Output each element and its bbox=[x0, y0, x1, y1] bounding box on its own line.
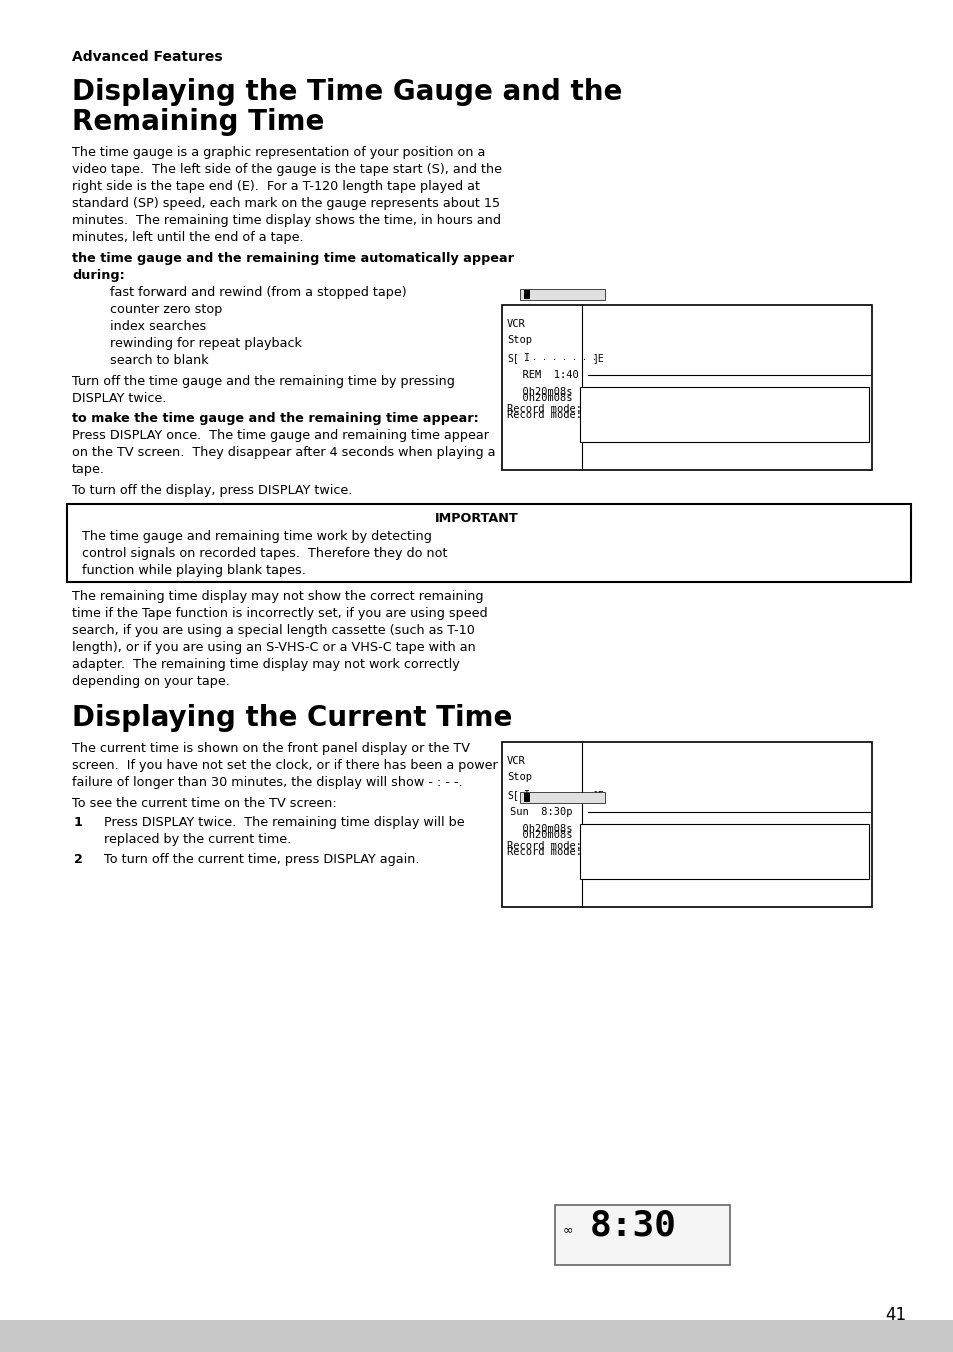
Text: Displaying the Current Time: Displaying the Current Time bbox=[71, 704, 512, 731]
Text: . . . . . . .: . . . . . . . bbox=[532, 790, 597, 799]
Text: ∞: ∞ bbox=[562, 1224, 573, 1237]
Text: Stop: Stop bbox=[506, 335, 532, 345]
Text: tape.: tape. bbox=[71, 462, 105, 476]
Text: 41: 41 bbox=[884, 1306, 905, 1324]
Text: Record mode:S-VHS: Record mode:S-VHS bbox=[506, 841, 613, 850]
Text: during:: during: bbox=[71, 269, 125, 283]
Text: To see the current time on the TV screen:: To see the current time on the TV screen… bbox=[71, 796, 336, 810]
Text: 0h20m08s: 0h20m08s bbox=[510, 823, 572, 834]
Text: video tape.  The left side of the gauge is the tape start (S), and the: video tape. The left side of the gauge i… bbox=[71, 164, 501, 176]
Text: Advanced Features: Advanced Features bbox=[71, 50, 222, 64]
Text: rewinding for repeat playback: rewinding for repeat playback bbox=[110, 337, 301, 350]
Text: replaced by the current time.: replaced by the current time. bbox=[104, 833, 291, 846]
Text: . . . . . . .: . . . . . . . bbox=[532, 353, 597, 362]
Text: Press DISPLAY twice.  The remaining time display will be: Press DISPLAY twice. The remaining time … bbox=[104, 817, 464, 829]
Text: 0h20m08s: 0h20m08s bbox=[510, 387, 572, 397]
Bar bbox=[555, 1205, 729, 1265]
Bar bbox=[579, 823, 868, 879]
Bar bbox=[519, 792, 604, 803]
Text: DISPLAY twice.: DISPLAY twice. bbox=[71, 392, 166, 406]
Text: Record mode:S-VHS: Record mode:S-VHS bbox=[506, 846, 613, 857]
Text: time if the Tape function is incorrectly set, if you are using speed: time if the Tape function is incorrectly… bbox=[71, 607, 487, 621]
Text: ]E: ]E bbox=[592, 790, 603, 800]
Text: I: I bbox=[523, 790, 529, 800]
Text: Remaining Time: Remaining Time bbox=[71, 108, 324, 137]
Text: Press DISPLAY once.  The time gauge and remaining time appear: Press DISPLAY once. The time gauge and r… bbox=[71, 429, 489, 442]
Text: minutes.  The remaining time display shows the time, in hours and: minutes. The remaining time display show… bbox=[71, 214, 500, 227]
Bar bbox=[501, 742, 871, 907]
Text: The remaining time display may not show the correct remaining: The remaining time display may not show … bbox=[71, 589, 483, 603]
Text: counter zero stop: counter zero stop bbox=[110, 303, 222, 316]
Text: screen.  If you have not set the clock, or if there has been a power: screen. If you have not set the clock, o… bbox=[71, 758, 497, 772]
Text: S[: S[ bbox=[506, 353, 518, 362]
Text: Displaying the Time Gauge and the: Displaying the Time Gauge and the bbox=[71, 78, 621, 105]
Text: REM  1:40: REM 1:40 bbox=[510, 370, 578, 380]
Text: search to blank: search to blank bbox=[110, 354, 209, 366]
Text: To turn off the display, press DISPLAY twice.: To turn off the display, press DISPLAY t… bbox=[71, 484, 352, 498]
Text: search, if you are using a special length cassette (such as T-10: search, if you are using a special lengt… bbox=[71, 625, 475, 637]
Bar bbox=[0, 1320, 953, 1352]
Text: right side is the tape end (E).  For a T-120 length tape played at: right side is the tape end (E). For a T-… bbox=[71, 180, 479, 193]
Bar bbox=[579, 387, 868, 442]
Text: The current time is shown on the front panel display or the TV: The current time is shown on the front p… bbox=[71, 742, 470, 754]
Text: adapter.  The remaining time display may not work correctly: adapter. The remaining time display may … bbox=[71, 658, 459, 671]
Text: 0h20m08s: 0h20m08s bbox=[510, 830, 572, 840]
Text: Stop: Stop bbox=[506, 772, 532, 781]
Text: VCR: VCR bbox=[506, 756, 525, 767]
Bar bbox=[501, 306, 871, 470]
Text: 0h20m08s: 0h20m08s bbox=[510, 393, 572, 403]
Text: ]E: ]E bbox=[592, 353, 603, 362]
Text: The time gauge and remaining time work by detecting: The time gauge and remaining time work b… bbox=[82, 530, 432, 544]
Text: control signals on recorded tapes.  Therefore they do not: control signals on recorded tapes. There… bbox=[82, 548, 447, 560]
Bar bbox=[523, 289, 530, 299]
Bar bbox=[67, 504, 910, 581]
Text: IMPORTANT: IMPORTANT bbox=[435, 512, 518, 525]
Bar bbox=[519, 289, 604, 300]
Text: The time gauge is a graphic representation of your position on a: The time gauge is a graphic representati… bbox=[71, 146, 485, 160]
Text: 1: 1 bbox=[74, 817, 83, 829]
Text: Record mode:S-VHS: Record mode:S-VHS bbox=[506, 410, 613, 420]
Text: minutes, left until the end of a tape.: minutes, left until the end of a tape. bbox=[71, 231, 303, 243]
Text: Turn off the time gauge and the remaining time by pressing: Turn off the time gauge and the remainin… bbox=[71, 375, 455, 388]
Text: S[: S[ bbox=[506, 790, 518, 800]
Text: to make the time gauge and the remaining time appear:: to make the time gauge and the remaining… bbox=[71, 412, 478, 425]
Text: depending on your tape.: depending on your tape. bbox=[71, 675, 230, 688]
Text: on the TV screen.  They disappear after 4 seconds when playing a: on the TV screen. They disappear after 4… bbox=[71, 446, 495, 458]
Text: standard (SP) speed, each mark on the gauge represents about 15: standard (SP) speed, each mark on the ga… bbox=[71, 197, 499, 210]
Bar bbox=[523, 794, 530, 802]
Text: function while playing blank tapes.: function while playing blank tapes. bbox=[82, 564, 306, 577]
Text: fast forward and rewind (from a stopped tape): fast forward and rewind (from a stopped … bbox=[110, 287, 406, 299]
Text: length), or if you are using an S-VHS-C or a VHS-C tape with an: length), or if you are using an S-VHS-C … bbox=[71, 641, 476, 654]
Text: the time gauge and the remaining time automatically appear: the time gauge and the remaining time au… bbox=[71, 251, 514, 265]
Text: failure of longer than 30 minutes, the display will show - : - -.: failure of longer than 30 minutes, the d… bbox=[71, 776, 462, 790]
Text: Record mode:S-VHS: Record mode:S-VHS bbox=[506, 404, 613, 414]
Text: VCR: VCR bbox=[506, 319, 525, 329]
Text: 8:30: 8:30 bbox=[589, 1209, 677, 1242]
Text: Sun  8:30p: Sun 8:30p bbox=[510, 807, 572, 817]
Text: I: I bbox=[523, 353, 529, 362]
Text: index searches: index searches bbox=[110, 320, 206, 333]
Text: 2: 2 bbox=[74, 853, 83, 867]
Text: To turn off the current time, press DISPLAY again.: To turn off the current time, press DISP… bbox=[104, 853, 419, 867]
